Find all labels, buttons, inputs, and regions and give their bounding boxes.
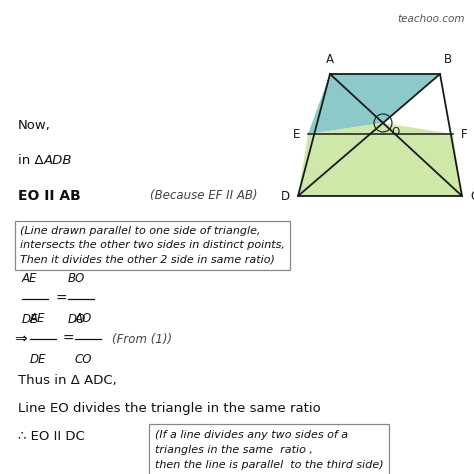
Text: Now,: Now,	[18, 119, 51, 132]
Text: ∴ EO II DC: ∴ EO II DC	[18, 430, 85, 443]
Text: B: B	[444, 53, 452, 66]
Text: D: D	[281, 190, 290, 202]
Text: AO: AO	[75, 312, 92, 325]
Text: ⇒: ⇒	[14, 331, 27, 346]
Text: teachoo.com: teachoo.com	[398, 14, 465, 24]
Text: Line EO divides the triangle in the same ratio: Line EO divides the triangle in the same…	[18, 402, 321, 415]
Text: DE: DE	[30, 353, 46, 366]
Text: BO: BO	[68, 272, 85, 285]
Text: =: =	[56, 292, 68, 306]
Text: AE: AE	[22, 272, 37, 285]
Polygon shape	[330, 74, 440, 123]
Text: A: A	[326, 53, 334, 66]
Text: in Δ: in Δ	[18, 154, 48, 167]
Text: F: F	[461, 128, 468, 140]
Text: DE: DE	[22, 313, 38, 326]
Text: O: O	[391, 127, 399, 137]
Text: (From (1)): (From (1))	[112, 332, 172, 346]
Text: EO II AB: EO II AB	[18, 189, 81, 203]
Text: (If a line divides any two sides of a
triangles in the same  ratio ,
then the li: (If a line divides any two sides of a tr…	[155, 430, 383, 470]
Text: AE: AE	[30, 312, 46, 325]
Polygon shape	[308, 74, 383, 134]
Text: CO: CO	[75, 353, 92, 366]
Polygon shape	[298, 123, 462, 196]
Text: (Because EF II AB): (Because EF II AB)	[150, 189, 257, 202]
Text: E: E	[292, 128, 300, 140]
Text: =: =	[63, 332, 74, 346]
Text: DO: DO	[68, 313, 86, 326]
Text: (Line drawn parallel to one side of triangle,
intersects the other two sides in : (Line drawn parallel to one side of tria…	[20, 226, 285, 265]
Text: ADB: ADB	[44, 154, 73, 167]
Text: C: C	[470, 190, 474, 202]
Text: Thus in Δ ADC,: Thus in Δ ADC,	[18, 374, 117, 387]
